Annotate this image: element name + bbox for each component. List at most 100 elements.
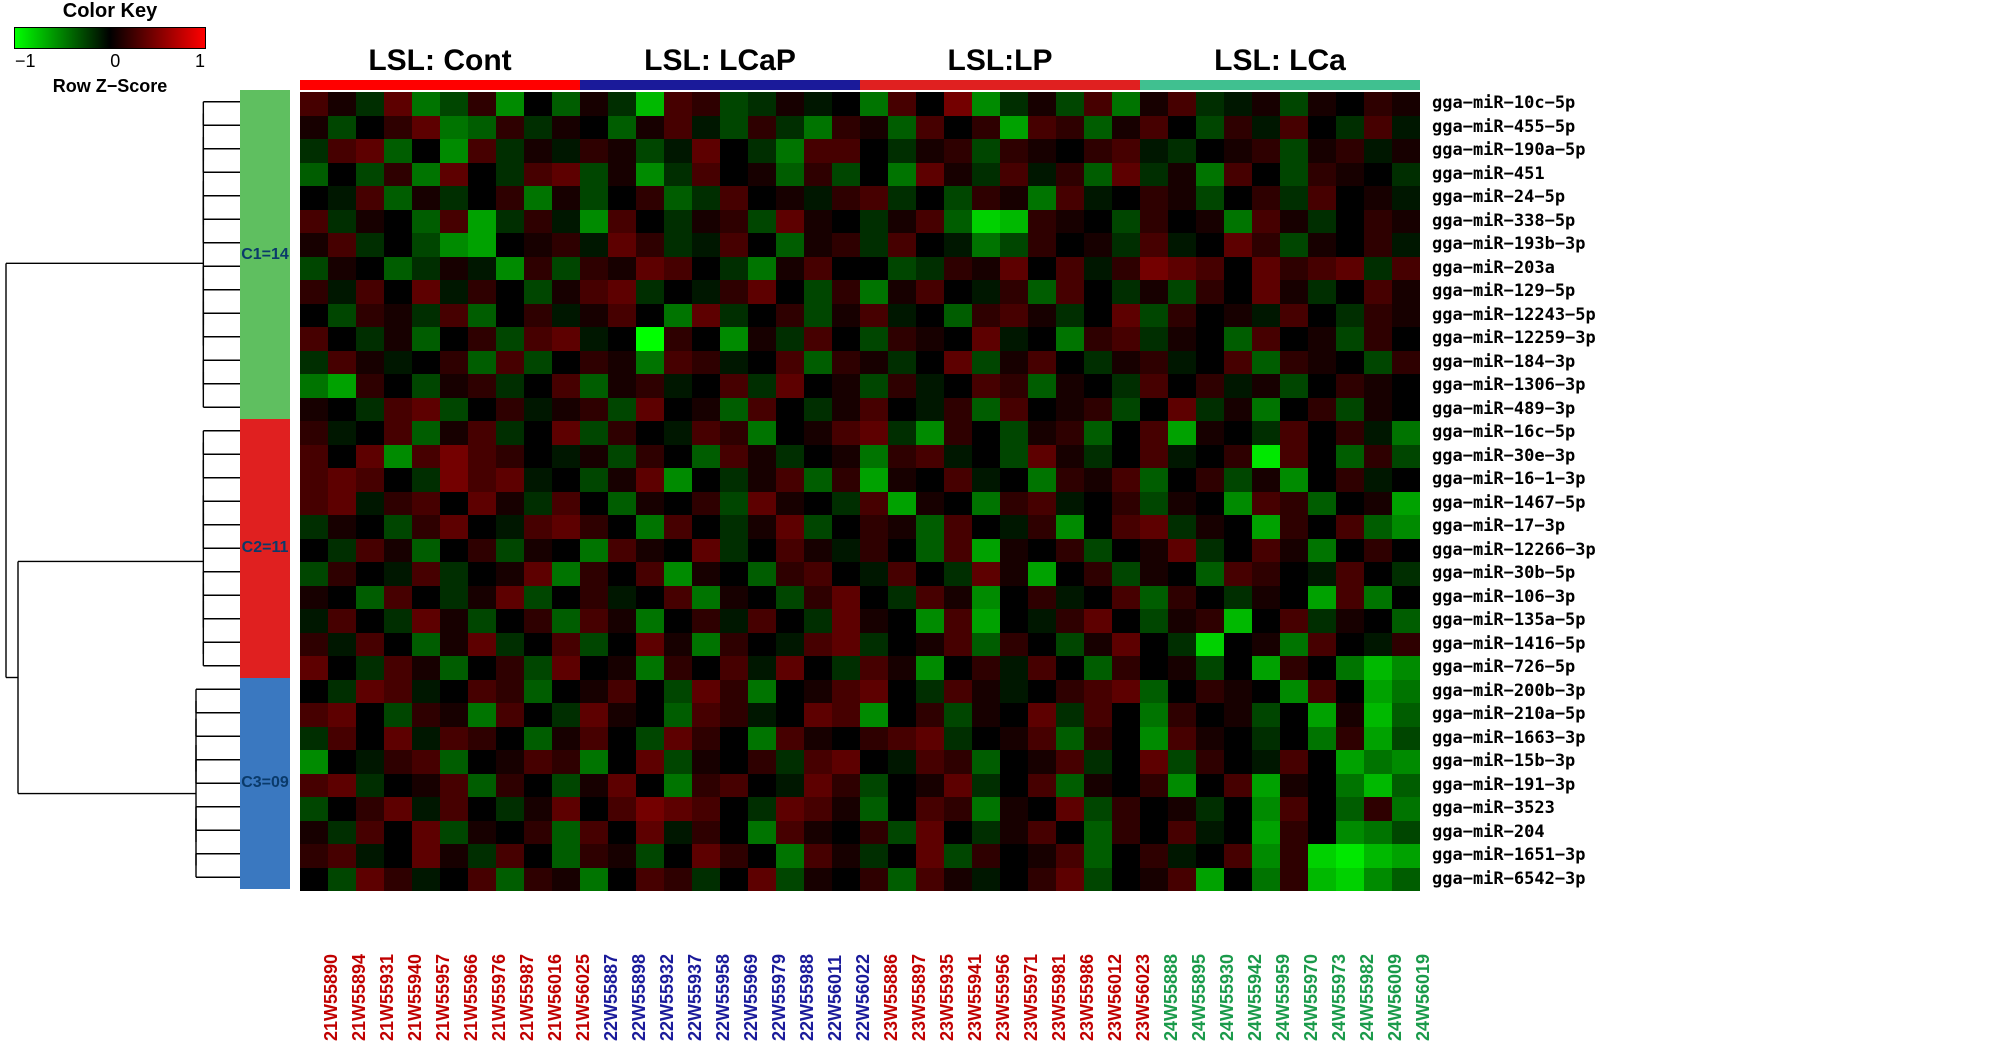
- heatmap-cell: [524, 797, 552, 821]
- heatmap-cell: [1252, 327, 1280, 351]
- heatmap-cell: [1392, 844, 1420, 868]
- heatmap-cell: [496, 774, 524, 798]
- heatmap-cell: [328, 633, 356, 657]
- heatmap-cell: [328, 327, 356, 351]
- heatmap-cell: [1168, 163, 1196, 187]
- heatmap-cell: [524, 821, 552, 845]
- heatmap-cell: [776, 562, 804, 586]
- heatmap-cell: [1112, 539, 1140, 563]
- heatmap-cell: [1280, 868, 1308, 892]
- heatmap-cell: [1280, 351, 1308, 375]
- heatmap-cell: [1308, 774, 1336, 798]
- heatmap-cell: [356, 774, 384, 798]
- heatmap-cell: [916, 656, 944, 680]
- heatmap-cell: [384, 633, 412, 657]
- heatmap-cell: [664, 304, 692, 328]
- heatmap-cell: [1364, 586, 1392, 610]
- heatmap-cell: [944, 633, 972, 657]
- heatmap-cell: [860, 586, 888, 610]
- heatmap-cell: [804, 492, 832, 516]
- heatmap-cell: [1392, 821, 1420, 845]
- heatmap-cell: [1196, 163, 1224, 187]
- heatmap-cell: [1196, 774, 1224, 798]
- heatmap-cell: [1000, 515, 1028, 539]
- heatmap-cell: [384, 186, 412, 210]
- heatmap-cell: [1336, 586, 1364, 610]
- heatmap-cell: [720, 750, 748, 774]
- heatmap-cell: [608, 586, 636, 610]
- heatmap-cell: [1364, 703, 1392, 727]
- heatmap-cell: [412, 633, 440, 657]
- heatmap-cell: [1056, 445, 1084, 469]
- heatmap-cell: [720, 680, 748, 704]
- column-label: 23W55956: [993, 954, 1014, 1041]
- heatmap-cell: [524, 703, 552, 727]
- heatmap-cell: [1224, 562, 1252, 586]
- heatmap-cell: [1056, 797, 1084, 821]
- heatmap-cell: [1364, 844, 1392, 868]
- heatmap-cell: [916, 257, 944, 281]
- heatmap-cell: [580, 327, 608, 351]
- heatmap-cell: [552, 586, 580, 610]
- heatmap-cell: [1280, 774, 1308, 798]
- heatmap-cell: [944, 374, 972, 398]
- heatmap-cell: [1028, 562, 1056, 586]
- heatmap-cell: [1028, 280, 1056, 304]
- heatmap-cell: [608, 727, 636, 751]
- heatmap-cell: [664, 492, 692, 516]
- heatmap-cell: [384, 703, 412, 727]
- heatmap-cell: [888, 210, 916, 234]
- heatmap-cell: [524, 445, 552, 469]
- heatmap-cell: [1140, 233, 1168, 257]
- heatmap-cell: [1196, 727, 1224, 751]
- heatmap-cell: [1308, 797, 1336, 821]
- heatmap-cell: [776, 797, 804, 821]
- heatmap-cell: [384, 821, 412, 845]
- heatmap-cell: [1000, 304, 1028, 328]
- heatmap-cell: [328, 821, 356, 845]
- heatmap-cell: [748, 609, 776, 633]
- heatmap-cell: [1112, 468, 1140, 492]
- heatmap-cell: [1280, 539, 1308, 563]
- heatmap-cell: [1000, 750, 1028, 774]
- heatmap-cell: [1000, 844, 1028, 868]
- heatmap-cell: [1224, 351, 1252, 375]
- heatmap-cell: [748, 868, 776, 892]
- heatmap-cell: [664, 539, 692, 563]
- heatmap-cell: [300, 421, 328, 445]
- heatmap-cell: [1336, 844, 1364, 868]
- column-label: 24W55970: [1301, 954, 1322, 1041]
- heatmap-cell: [1392, 351, 1420, 375]
- color-key-title: Color Key: [5, 0, 215, 23]
- heatmap-cell: [1280, 844, 1308, 868]
- heatmap-cell: [860, 374, 888, 398]
- heatmap-cell: [720, 327, 748, 351]
- heatmap-cell: [832, 280, 860, 304]
- heatmap-cell: [1028, 445, 1056, 469]
- heatmap-cell: [944, 233, 972, 257]
- heatmap-cell: [1308, 844, 1336, 868]
- heatmap-cell: [468, 398, 496, 422]
- heatmap-cell: [944, 92, 972, 116]
- heatmap-cell: [1028, 656, 1056, 680]
- heatmap-cell: [608, 445, 636, 469]
- heatmap-cell: [1224, 703, 1252, 727]
- heatmap-cell: [580, 821, 608, 845]
- heatmap-cell: [1336, 727, 1364, 751]
- heatmap-cell: [916, 163, 944, 187]
- heatmap-cell: [1280, 421, 1308, 445]
- heatmap-cell: [1364, 257, 1392, 281]
- group-bar-segment: [580, 80, 860, 90]
- heatmap-cell: [1336, 680, 1364, 704]
- heatmap-cell: [496, 868, 524, 892]
- heatmap-cell: [552, 163, 580, 187]
- heatmap-cell: [1056, 139, 1084, 163]
- heatmap-cell: [1364, 116, 1392, 140]
- heatmap-cell: [1028, 186, 1056, 210]
- heatmap-cell: [776, 680, 804, 704]
- heatmap-cell: [916, 586, 944, 610]
- heatmap-cell: [580, 727, 608, 751]
- heatmap-cell: [608, 539, 636, 563]
- heatmap-cell: [1308, 186, 1336, 210]
- heatmap-cell: [1336, 421, 1364, 445]
